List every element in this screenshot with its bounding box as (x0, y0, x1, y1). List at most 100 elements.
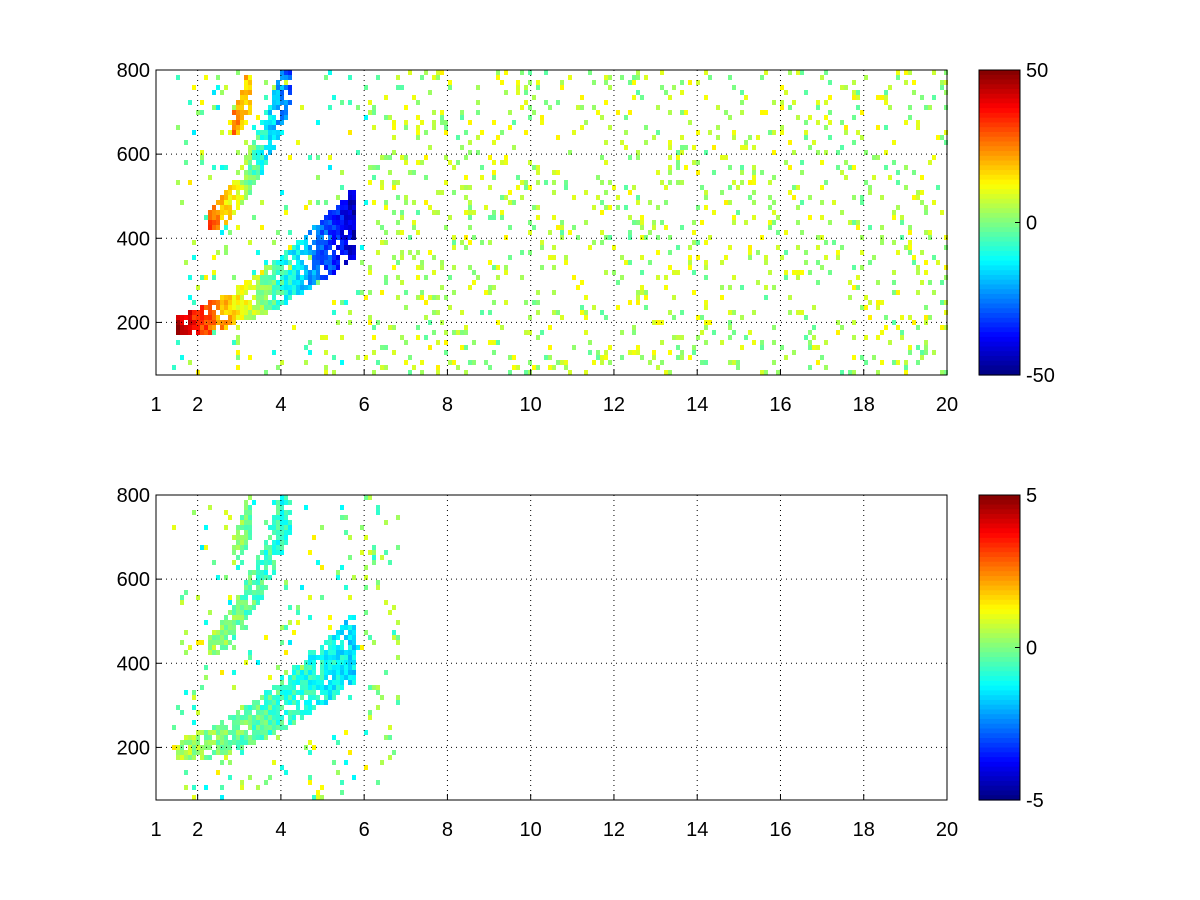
heatmap-cell (304, 660, 308, 665)
heatmap-cell (444, 130, 448, 135)
heatmap-cell (332, 270, 336, 275)
heatmap-cell (272, 545, 276, 550)
heatmap-cell (264, 560, 268, 565)
heatmap-cell (852, 95, 856, 100)
heatmap-cell (340, 650, 344, 655)
colorbar-segment (979, 89, 1020, 95)
heatmap-cell (272, 715, 276, 720)
heatmap-cell (232, 740, 236, 745)
heatmap-cell (292, 680, 296, 685)
heatmap-cell (764, 110, 768, 115)
heatmap-cell (236, 70, 240, 75)
heatmap-cell (324, 260, 328, 265)
x-tick-label: 16 (769, 819, 791, 841)
heatmap-cell (308, 275, 312, 280)
heatmap-cell (488, 340, 492, 345)
heatmap-cell (336, 635, 340, 640)
heatmap-cell (260, 300, 264, 305)
heatmap-cell (820, 235, 824, 240)
heatmap-cell (592, 105, 596, 110)
heatmap-cell (944, 310, 948, 315)
heatmap-cell (236, 120, 240, 125)
colorbar-segment (979, 752, 1020, 758)
heatmap-cell (244, 285, 248, 290)
heatmap-cell (668, 170, 672, 175)
heatmap-cell (600, 240, 604, 245)
heatmap-cell (244, 180, 248, 185)
heatmap-cell (260, 170, 264, 175)
heatmap-cell (716, 105, 720, 110)
heatmap-cell (584, 220, 588, 225)
heatmap-cell (260, 150, 264, 155)
heatmap-cell (628, 110, 632, 115)
heatmap-cell (284, 205, 288, 210)
heatmap-cell (604, 80, 608, 85)
heatmap-cell (268, 135, 272, 140)
heatmap-cell (412, 200, 416, 205)
heatmap-cell (224, 85, 228, 90)
heatmap-cell (508, 370, 512, 375)
heatmap-cell (396, 640, 400, 645)
heatmap-cell (336, 665, 340, 670)
heatmap-cell (664, 200, 668, 205)
heatmap-cell (304, 265, 308, 270)
heatmap-cell (704, 190, 708, 195)
heatmap-cell (740, 110, 744, 115)
heatmap-cell (284, 100, 288, 105)
heatmap-cell (444, 225, 448, 230)
heatmap-cell (856, 90, 860, 95)
heatmap-cell (376, 780, 380, 785)
heatmap-cell (908, 230, 912, 235)
colorbar-segment (979, 146, 1020, 152)
heatmap-cell (256, 115, 260, 120)
heatmap-cell (668, 250, 672, 255)
heatmap-cell (180, 640, 184, 645)
heatmap-cell (340, 685, 344, 690)
heatmap-cell (676, 165, 680, 170)
heatmap-cell (272, 270, 276, 275)
colorbar-tick-label: 5 (1026, 485, 1037, 507)
heatmap-cell (680, 145, 684, 150)
heatmap-cell (268, 140, 272, 145)
heatmap-cell (796, 270, 800, 275)
heatmap-cell (588, 70, 592, 75)
heatmap-cell (884, 90, 888, 95)
heatmap-cell (656, 130, 660, 135)
heatmap-cell (340, 515, 344, 520)
heatmap-cell (812, 140, 816, 145)
colorbar-segment (979, 595, 1020, 601)
heatmap-cell (808, 270, 812, 275)
heatmap-cell (408, 70, 412, 75)
heatmap-cell (276, 695, 280, 700)
heatmap-cell (384, 520, 388, 525)
heatmap-cell (312, 655, 316, 660)
heatmap-cell (548, 355, 552, 360)
heatmap-cell (576, 105, 580, 110)
heatmap-cell (228, 620, 232, 625)
heatmap-cell (944, 265, 948, 270)
heatmap-cell (348, 235, 352, 240)
heatmap-cell (376, 165, 380, 170)
heatmap-cell (348, 250, 352, 255)
colorbar-segment (979, 303, 1020, 309)
heatmap-cell (320, 260, 324, 265)
heatmap-cell (492, 300, 496, 305)
heatmap-cell (344, 245, 348, 250)
heatmap-cell (696, 170, 700, 175)
heatmap-cell (896, 180, 900, 185)
heatmap-cell (180, 330, 184, 335)
heatmap-cell (244, 735, 248, 740)
heatmap-cell (392, 210, 396, 215)
heatmap-cell (320, 785, 324, 790)
heatmap-cell (244, 110, 248, 115)
heatmap-cell (216, 630, 220, 635)
heatmap-cell (724, 155, 728, 160)
colorbar-tick-label: -50 (1026, 365, 1055, 387)
heatmap-cell (184, 330, 188, 335)
heatmap-cell (616, 205, 620, 210)
plot-area (156, 70, 947, 375)
heatmap-cell (268, 265, 272, 270)
heatmap-cell (676, 160, 680, 165)
heatmap-cell (248, 165, 252, 170)
heatmap-cell (324, 350, 328, 355)
